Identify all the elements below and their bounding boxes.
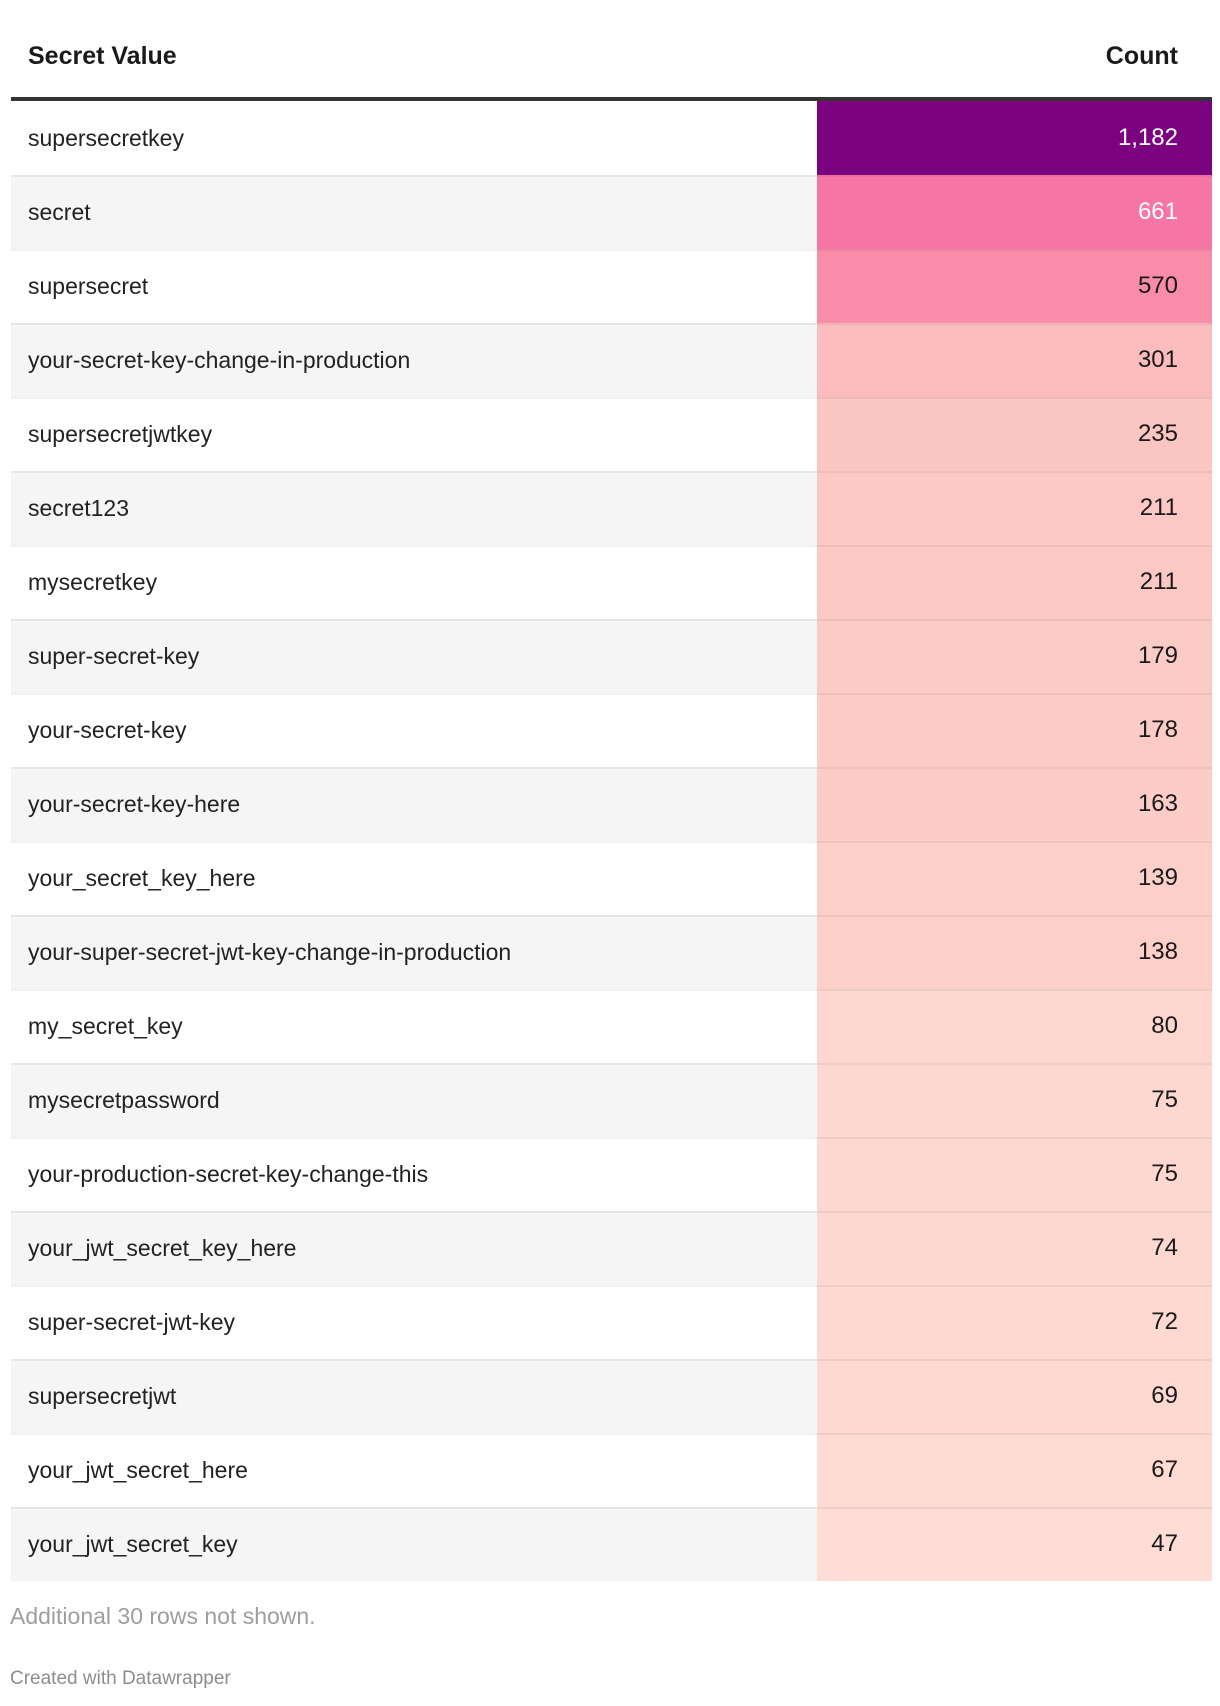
table-row: super-secret-jwt-key 72 xyxy=(11,1285,1212,1359)
count-cell: 75 xyxy=(817,1063,1212,1137)
table-row: your_secret_key_here 139 xyxy=(11,841,1212,915)
count-cell: 139 xyxy=(817,841,1212,915)
secret-value-cell: supersecretjwt xyxy=(11,1359,817,1433)
table-row: secret123 211 xyxy=(11,471,1212,545)
secret-value-cell: your_jwt_secret_key xyxy=(11,1507,817,1581)
secret-value-cell: your-secret-key-here xyxy=(11,767,817,841)
table-row: my_secret_key 80 xyxy=(11,989,1212,1063)
secret-value-cell: mysecretkey xyxy=(11,545,817,619)
count-cell: 80 xyxy=(817,989,1212,1063)
secret-value-cell: secret xyxy=(11,175,817,249)
count-cell: 1,182 xyxy=(817,101,1212,175)
count-cell: 178 xyxy=(817,693,1212,767)
additional-rows-note: Additional 30 rows not shown. xyxy=(10,1603,316,1629)
count-cell: 74 xyxy=(817,1211,1212,1285)
count-cell: 211 xyxy=(817,545,1212,619)
count-cell: 661 xyxy=(817,175,1212,249)
table-row: your-secret-key-here 163 xyxy=(11,767,1212,841)
table-row: your-secret-key 178 xyxy=(11,693,1212,767)
secret-value-cell: supersecret xyxy=(11,249,817,323)
secret-value-cell: your_jwt_secret_key_here xyxy=(11,1211,817,1285)
count-cell: 570 xyxy=(817,249,1212,323)
count-cell: 179 xyxy=(817,619,1212,693)
count-cell: 211 xyxy=(817,471,1212,545)
table-row: secret 661 xyxy=(11,175,1212,249)
secret-value-cell: your-secret-key xyxy=(11,693,817,767)
secret-value-cell: supersecretkey xyxy=(11,101,817,175)
count-cell: 301 xyxy=(817,323,1212,397)
secrets-table: Secret Value Count supersecretkey 1,182 … xyxy=(11,0,1212,1581)
count-cell: 138 xyxy=(817,915,1212,989)
secret-value-cell: supersecretjwtkey xyxy=(11,397,817,471)
table-row: your-production-secret-key-change-this 7… xyxy=(11,1137,1212,1211)
table-row: your-secret-key-change-in-production 301 xyxy=(11,323,1212,397)
table-row: super-secret-key 179 xyxy=(11,619,1212,693)
table-row: supersecretkey 1,182 xyxy=(11,101,1212,175)
count-cell: 47 xyxy=(817,1507,1212,1581)
count-cell: 163 xyxy=(817,767,1212,841)
secret-value-cell: your-super-secret-jwt-key-change-in-prod… xyxy=(11,915,817,989)
secret-value-cell: super-secret-jwt-key xyxy=(11,1285,817,1359)
table-row: your_jwt_secret_key 47 xyxy=(11,1507,1212,1581)
header-divider xyxy=(11,97,1212,101)
table-row: your-super-secret-jwt-key-change-in-prod… xyxy=(11,915,1212,989)
table-row: your_jwt_secret_here 67 xyxy=(11,1433,1212,1507)
table-row: supersecretjwtkey 235 xyxy=(11,397,1212,471)
count-cell: 67 xyxy=(817,1433,1212,1507)
table-header: Secret Value Count xyxy=(11,0,1212,71)
secret-value-cell: mysecretpassword xyxy=(11,1063,817,1137)
datawrapper-credit-link[interactable]: Created with Datawrapper xyxy=(10,1668,231,1689)
secret-value-cell: my_secret_key xyxy=(11,989,817,1063)
table-row: supersecretjwt 69 xyxy=(11,1359,1212,1433)
table-row: mysecretkey 211 xyxy=(11,545,1212,619)
table-row: supersecret 570 xyxy=(11,249,1212,323)
secret-value-cell: your-production-secret-key-change-this xyxy=(11,1137,817,1211)
table-row: your_jwt_secret_key_here 74 xyxy=(11,1211,1212,1285)
count-cell: 69 xyxy=(817,1359,1212,1433)
secret-value-cell: super-secret-key xyxy=(11,619,817,693)
table-body: supersecretkey 1,182 secret 661 supersec… xyxy=(11,101,1212,1581)
secret-value-cell: your_secret_key_here xyxy=(11,841,817,915)
secret-value-cell: your-secret-key-change-in-production xyxy=(11,323,817,397)
secret-value-cell: your_jwt_secret_here xyxy=(11,1433,817,1507)
table-row: mysecretpassword 75 xyxy=(11,1063,1212,1137)
count-cell: 75 xyxy=(817,1137,1212,1211)
column-header-secret-value: Secret Value xyxy=(28,42,177,70)
count-cell: 72 xyxy=(817,1285,1212,1359)
count-cell: 235 xyxy=(817,397,1212,471)
column-header-count: Count xyxy=(1105,42,1178,70)
secret-value-cell: secret123 xyxy=(11,471,817,545)
